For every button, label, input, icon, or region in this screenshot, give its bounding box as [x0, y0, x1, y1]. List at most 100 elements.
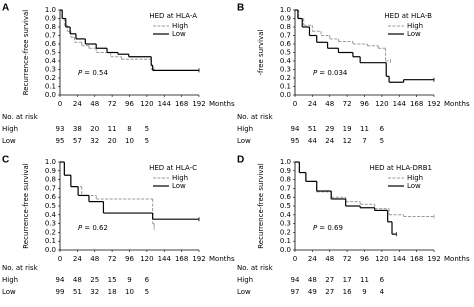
- risk-count: 24: [325, 137, 334, 145]
- risk-row-name: High: [2, 276, 18, 284]
- risk-count: 97: [291, 288, 300, 296]
- legend-label: High: [172, 22, 188, 30]
- x-tick-label: 144: [158, 255, 172, 263]
- x-tick-label: 72: [108, 255, 117, 263]
- risk-count: 94: [56, 276, 65, 284]
- risk-count: 94: [291, 125, 300, 133]
- risk-count: 6: [145, 276, 150, 284]
- legend-label: High: [407, 22, 423, 30]
- risk-count: 5: [145, 137, 149, 145]
- risk-count: 15: [108, 276, 117, 284]
- x-axis-label: Months: [444, 100, 470, 108]
- panel-label: D: [237, 155, 244, 166]
- y-tick-label: 0.2: [45, 228, 56, 236]
- x-tick-label: 168: [175, 100, 188, 108]
- x-tick-label: 0: [293, 255, 297, 263]
- legend-label: Low: [172, 182, 186, 190]
- risk-count: 7: [362, 137, 366, 145]
- y-tick-label: 0.0: [45, 246, 56, 254]
- risk-count: 9: [127, 276, 131, 284]
- panel-label: C: [2, 155, 9, 166]
- risk-count: 99: [56, 288, 65, 296]
- x-tick-label: 192: [427, 255, 440, 263]
- risk-count: 5: [380, 137, 384, 145]
- y-tick-label: 0.0: [280, 91, 291, 99]
- p-value: P = 0.62: [78, 224, 108, 232]
- risk-title: No. at risk: [2, 113, 39, 121]
- y-tick-label: 1.0: [280, 6, 291, 14]
- x-tick-label: 120: [375, 100, 388, 108]
- y-tick-label: 0.5: [280, 202, 291, 210]
- y-tick-label: 0.2: [45, 74, 56, 82]
- risk-count: 11: [108, 125, 117, 133]
- risk-row-name: Low: [2, 288, 16, 296]
- y-tick-label: 0.4: [280, 211, 292, 219]
- x-tick-label: 96: [125, 255, 134, 263]
- p-value: P = 0.54: [78, 69, 108, 77]
- legend-label: Low: [407, 30, 421, 38]
- risk-count: 27: [325, 276, 334, 284]
- x-tick-label: 168: [175, 255, 188, 263]
- y-tick-label: 0.6: [45, 193, 57, 201]
- x-axis-label: Months: [209, 100, 235, 108]
- risk-count: 32: [90, 288, 99, 296]
- panel-label: B: [237, 3, 244, 14]
- risk-title: No. at risk: [237, 264, 274, 272]
- y-tick-label: 0.0: [45, 91, 56, 99]
- risk-row-name: High: [237, 125, 253, 133]
- y-tick-label: 0.2: [280, 228, 291, 236]
- risk-count: 11: [360, 276, 369, 284]
- risk-count: 95: [56, 137, 65, 145]
- x-tick-label: 96: [360, 255, 369, 263]
- y-tick-label: 0.1: [45, 83, 56, 91]
- risk-title: No. at risk: [2, 264, 39, 272]
- x-tick-label: 144: [158, 100, 172, 108]
- risk-count: 44: [308, 137, 317, 145]
- p-value: P = 0.69: [313, 224, 343, 232]
- risk-count: 48: [73, 276, 82, 284]
- y-tick-label: 0.8: [45, 176, 56, 184]
- y-tick-label: 0.7: [45, 184, 56, 192]
- x-tick-label: 48: [325, 100, 334, 108]
- risk-count: 16: [343, 288, 352, 296]
- p-text: = 0.034: [319, 69, 348, 77]
- risk-count: 18: [108, 288, 117, 296]
- risk-count: 29: [325, 125, 334, 133]
- risk-count: 51: [308, 125, 317, 133]
- y-axis-label: -free survival: [257, 29, 265, 75]
- risk-count: 5: [145, 288, 149, 296]
- x-axis-label: Months: [209, 255, 235, 263]
- risk-count: 6: [380, 276, 385, 284]
- risk-row-name: Low: [237, 137, 251, 145]
- x-tick-label: 192: [192, 255, 205, 263]
- risk-count: 94: [291, 276, 300, 284]
- x-tick-label: 48: [325, 255, 334, 263]
- risk-count: 20: [90, 125, 99, 133]
- legend-label: High: [172, 174, 188, 182]
- y-tick-label: 0.8: [280, 176, 291, 184]
- y-tick-label: 0.1: [280, 83, 291, 91]
- x-tick-label: 24: [73, 100, 82, 108]
- risk-count: 32: [90, 137, 99, 145]
- risk-count: 10: [125, 288, 134, 296]
- x-tick-label: 0: [293, 100, 297, 108]
- risk-count: 20: [108, 137, 117, 145]
- p-symbol: P: [78, 69, 83, 77]
- legend-title: HED at HLA-B: [384, 12, 432, 20]
- risk-count: 25: [90, 276, 99, 284]
- y-axis-label: Recurrence-free survival: [22, 163, 30, 249]
- y-tick-label: 0.7: [280, 32, 291, 40]
- risk-count: 12: [343, 137, 352, 145]
- x-tick-label: 96: [125, 100, 134, 108]
- risk-count: 27: [325, 288, 334, 296]
- p-value: P = 0.034: [313, 69, 348, 77]
- x-tick-label: 0: [58, 255, 62, 263]
- p-text: = 0.69: [319, 224, 343, 232]
- x-tick-label: 48: [90, 255, 99, 263]
- x-tick-label: 120: [375, 255, 388, 263]
- y-tick-label: 0.9: [45, 167, 56, 175]
- risk-row-name: High: [2, 125, 18, 133]
- x-tick-label: 96: [360, 100, 369, 108]
- risk-count: 93: [56, 125, 65, 133]
- y-tick-label: 0.5: [45, 49, 56, 57]
